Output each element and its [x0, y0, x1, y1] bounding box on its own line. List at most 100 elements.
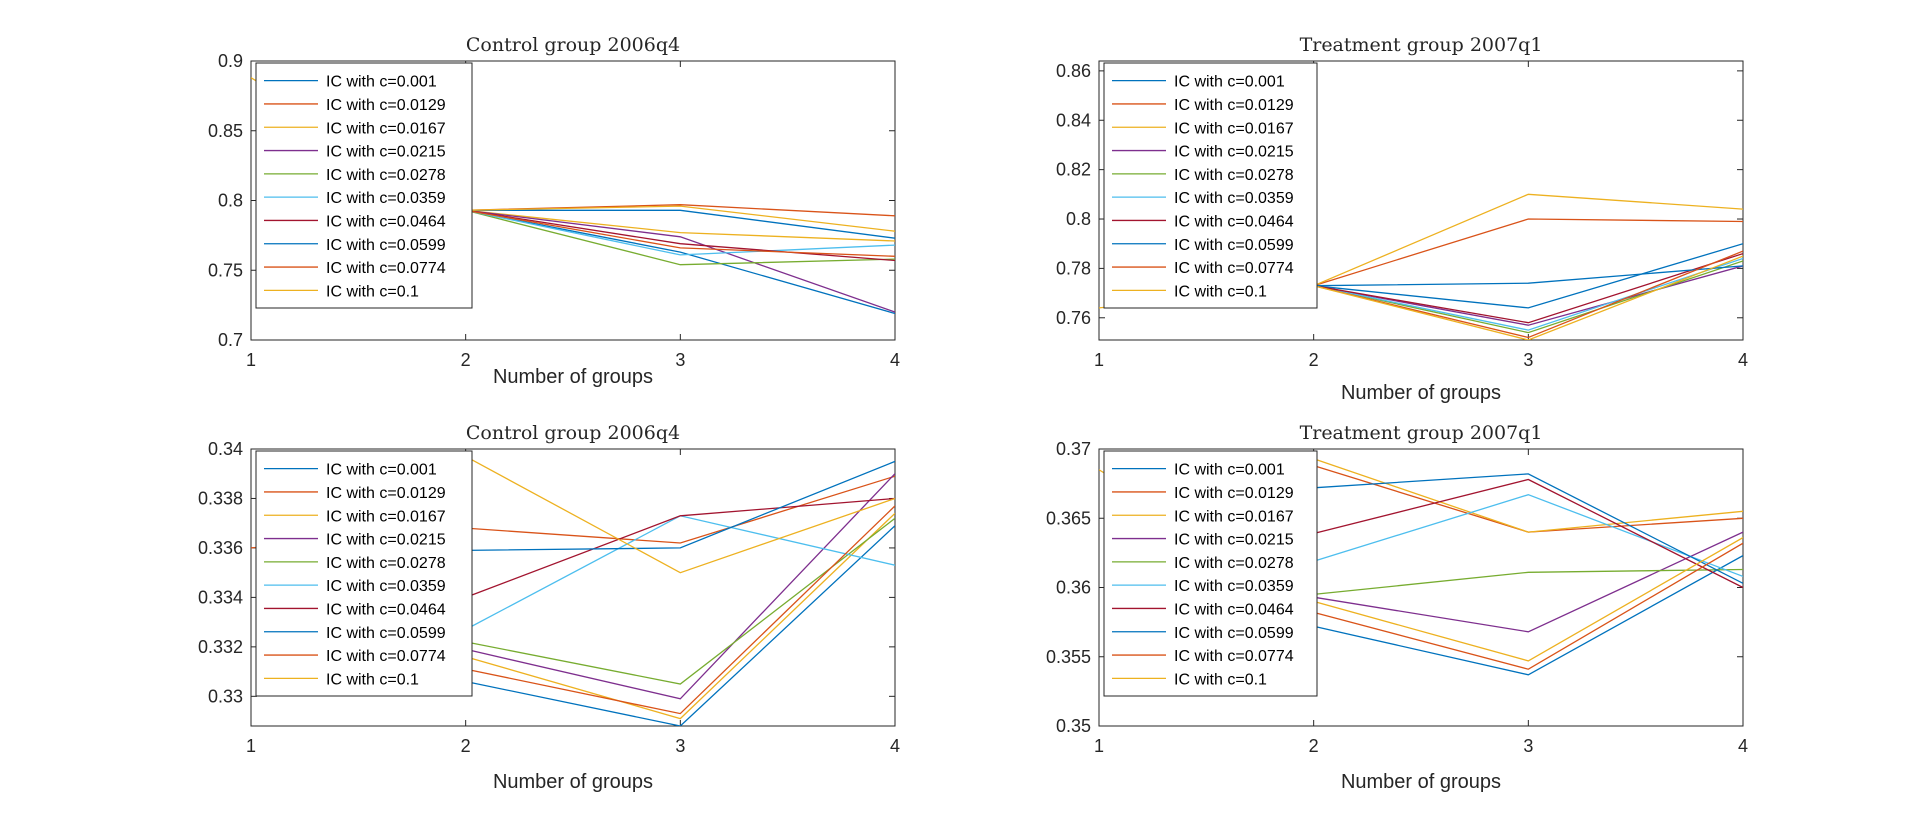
y-tick-label: 0.36	[1056, 578, 1091, 598]
y-tick-label: 0.7	[218, 330, 243, 350]
series-line-3	[465, 512, 895, 720]
legend-label: IC with c=0.1	[326, 671, 419, 688]
legend-label: IC with c=0.0359	[326, 578, 446, 595]
x-tick-label: 2	[461, 736, 471, 756]
legend-label: IC with c=0.0774	[326, 260, 446, 277]
chart-2: Treatment group 2007q1 1 2 3 4 0.76 0.78 0.8 0.8…	[1056, 34, 1748, 404]
legend-label: IC with c=0.0359	[326, 190, 446, 207]
y-tick-label: 0.37	[1056, 439, 1091, 459]
x-tick-label: 1	[246, 736, 256, 756]
legend-label: IC with c=0.0278	[1174, 167, 1294, 184]
legend-label: IC with c=0.0215	[326, 532, 446, 549]
legend-label: IC with c=0.0129	[326, 97, 446, 114]
legend-label: IC with c=0.0599	[1174, 237, 1294, 254]
chart-title: Control group 2006q4	[466, 422, 680, 444]
y-tick-label: 0.8	[1066, 209, 1091, 229]
y-tick-label: 0.82	[1056, 160, 1091, 180]
legend-label: IC with c=0.0774	[326, 648, 446, 665]
series-line-5	[465, 517, 895, 685]
legend-label: IC with c=0.0359	[1174, 578, 1294, 595]
y-tick-label: 0.355	[1046, 647, 1091, 667]
legend: IC with c=0.001 IC with c=0.0129 IC with c…	[1103, 450, 1318, 697]
series-line-6	[1313, 257, 1743, 331]
x-tick-label: 2	[461, 350, 471, 370]
y-tick-label: 0.334	[198, 587, 243, 607]
legend-label: IC with c=0.0129	[1174, 97, 1294, 114]
series-line-9	[465, 209, 895, 257]
legend-label: IC with c=0.1	[1174, 283, 1267, 300]
y-tick-label: 0.76	[1056, 308, 1091, 328]
x-axis-label: Number of groups	[493, 771, 653, 793]
legend-label: IC with c=0.0774	[1174, 260, 1294, 277]
x-tick-label: 4	[890, 350, 900, 370]
x-tick-label: 1	[246, 350, 256, 370]
legend-label: IC with c=0.0167	[1174, 120, 1294, 137]
chart-title: Control group 2006q4	[466, 34, 680, 56]
legend-label: IC with c=0.0774	[1174, 648, 1294, 665]
legend-label: IC with c=0.001	[1174, 74, 1285, 91]
y-tick-label: 0.8	[218, 191, 243, 211]
series-line-6	[465, 209, 895, 256]
legend-label: IC with c=0.0464	[326, 213, 446, 230]
x-tick-label: 4	[1738, 736, 1748, 756]
y-tick-label: 0.85	[208, 121, 243, 141]
series-line-4	[465, 209, 895, 313]
legend-label: IC with c=0.001	[326, 462, 437, 479]
series-line-5	[1313, 568, 1743, 596]
legend-label: IC with c=0.0464	[1174, 213, 1294, 230]
series-line-1	[465, 525, 895, 726]
legend-label: IC with c=0.0278	[326, 167, 446, 184]
x-tick-label: 2	[1309, 350, 1319, 370]
chart-3: Control group 2006q4 1 2 3 4 0.33 0.332 0.334 0.…	[198, 422, 900, 793]
series-line-7	[465, 209, 895, 262]
legend-label: IC with c=0.1	[326, 283, 419, 300]
y-tick-label: 0.338	[198, 488, 243, 508]
x-tick-label: 4	[1738, 350, 1748, 370]
series-line-2	[1313, 218, 1743, 287]
legend-label: IC with c=0.0215	[326, 144, 446, 161]
y-tick-label: 0.336	[198, 538, 243, 558]
y-tick-label: 0.78	[1056, 258, 1091, 278]
chart-4: Treatment group 2007q1 1 2 3 4 0.35 0.355 0.36 0…	[1046, 422, 1748, 793]
legend-label: IC with c=0.001	[1174, 462, 1285, 479]
legend: IC with c=0.001 IC with c=0.0129 IC with c…	[1103, 62, 1318, 309]
y-tick-label: 0.84	[1056, 110, 1091, 130]
series-line-4	[1313, 531, 1743, 633]
legend-label: IC with c=0.001	[326, 74, 437, 91]
series-line-7	[465, 497, 895, 599]
series-line-8	[1313, 265, 1743, 287]
series-line-4	[1313, 265, 1743, 326]
series-line-8	[465, 460, 895, 552]
legend-label: IC with c=0.0359	[1174, 190, 1294, 207]
x-tick-label: 3	[675, 736, 685, 756]
x-tick-label: 3	[675, 350, 685, 370]
x-tick-label: 4	[890, 736, 900, 756]
x-axis-label: Number of groups	[493, 366, 653, 388]
x-axis-label: Number of groups	[1341, 382, 1501, 404]
legend-label: IC with c=0.0167	[326, 120, 446, 137]
y-tick-label: 0.9	[218, 51, 243, 71]
series-line-1	[1313, 243, 1743, 309]
y-tick-label: 0.75	[208, 260, 243, 280]
legend-label: IC with c=0.0464	[1174, 601, 1294, 618]
series-line-9	[1313, 542, 1743, 670]
legend-label: IC with c=0.0278	[326, 555, 446, 572]
series-lines	[251, 455, 895, 726]
legend: IC with c=0.001 IC with c=0.0129 IC with c…	[255, 62, 473, 309]
series-line-5	[465, 209, 895, 266]
legend-label: IC with c=0.0167	[326, 508, 446, 525]
legend-label: IC with c=0.0215	[1174, 144, 1294, 161]
y-tick-label: 0.332	[198, 637, 243, 657]
chart-title: Treatment group 2007q1	[1300, 34, 1543, 56]
legend-label: IC with c=0.0129	[326, 485, 446, 502]
series-line-8	[465, 209, 895, 239]
series-lines	[1099, 193, 1743, 340]
y-tick-label: 0.35	[1056, 716, 1091, 736]
x-tick-label: 2	[1309, 736, 1319, 756]
legend-label: IC with c=0.0129	[1174, 485, 1294, 502]
series-line-8	[1313, 473, 1743, 584]
legend-label: IC with c=0.0215	[1174, 532, 1294, 549]
series-line-7	[1313, 252, 1743, 324]
legend-label: IC with c=0.0599	[1174, 625, 1294, 642]
y-tick-label: 0.34	[208, 439, 243, 459]
